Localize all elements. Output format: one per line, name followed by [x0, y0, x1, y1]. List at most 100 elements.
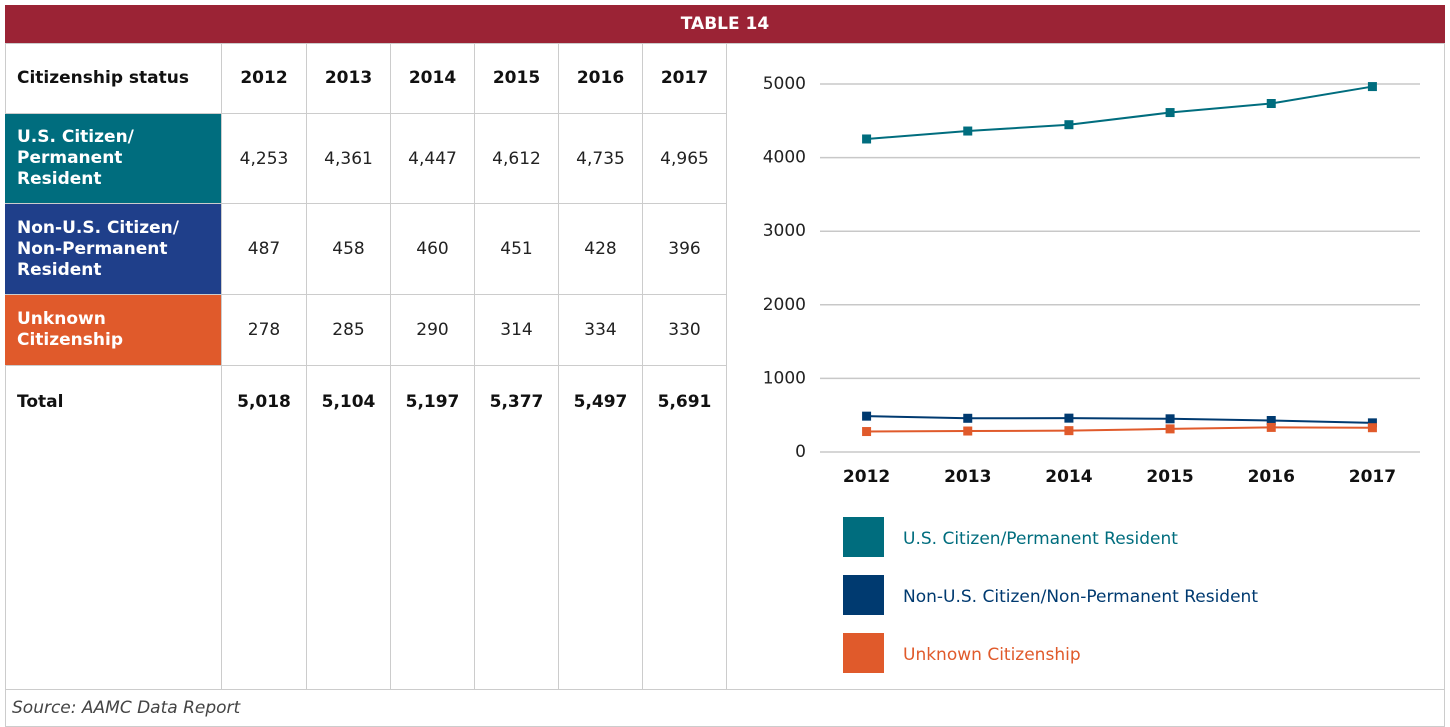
value-cell: 4,735	[559, 114, 643, 204]
cell-text: 2013	[324, 68, 373, 88]
header-cell: 2017	[643, 43, 727, 114]
cell-text: 5,197	[405, 392, 460, 412]
x-tick-label: 2017	[1349, 467, 1396, 487]
value-cell: 5,691	[643, 366, 727, 690]
row-label: U.S. Citizen/ Permanent Resident	[5, 114, 222, 204]
y-tick-label: 5000	[763, 74, 806, 94]
point-marker	[1266, 422, 1276, 432]
header-cell: 2013	[307, 43, 391, 114]
series-line	[866, 85, 1373, 140]
value-cell: 334	[559, 295, 643, 366]
legend-swatch	[843, 517, 884, 557]
cell-text: 4,447	[408, 148, 457, 169]
value-cell: 460	[391, 204, 475, 295]
cell-text: 396	[668, 239, 701, 259]
cell-text: 4,253	[239, 148, 289, 169]
cell-text: 487	[247, 239, 281, 259]
value-cell: 458	[307, 204, 391, 295]
cell-text: 278	[247, 320, 281, 340]
cell-text: 2016	[576, 68, 625, 88]
value-cell: 5,497	[559, 366, 643, 690]
point-marker	[1266, 415, 1276, 425]
header-cell: 2016	[559, 43, 643, 114]
y-tick-label: 1000	[763, 368, 806, 388]
value-cell: 278	[222, 295, 307, 366]
value-cell: 5,018	[222, 366, 307, 690]
header-cell: 2012	[222, 43, 307, 114]
cell-text: 2015	[492, 68, 541, 88]
legend-label: U.S. Citizen/Permanent Resident	[903, 529, 1178, 549]
cell-text: 5,497	[573, 392, 628, 412]
point-marker	[963, 126, 973, 136]
title-bar: TABLE 14	[5, 5, 1445, 43]
cell-text: 4,612	[492, 148, 541, 169]
legend-swatch	[843, 575, 884, 615]
cell-text: 4,361	[324, 148, 373, 169]
series-line	[866, 415, 1373, 424]
point-marker	[963, 426, 973, 436]
value-cell: 4,253	[222, 114, 307, 204]
value-cell: 4,361	[307, 114, 391, 204]
cell-text: 428	[584, 239, 617, 259]
value-cell: 487	[222, 204, 307, 295]
cell-text: 451	[500, 239, 533, 259]
x-tick-label: 2012	[843, 467, 890, 487]
point-marker	[1165, 424, 1175, 434]
y-tick-label: 2000	[763, 295, 806, 315]
y-tick-label: 0	[795, 442, 806, 462]
y-tick-label: 3000	[763, 221, 806, 241]
header-cell: 2015	[475, 43, 559, 114]
header-cell: 2014	[391, 43, 475, 114]
point-marker	[862, 411, 872, 421]
cell-text: 5,377	[489, 392, 544, 412]
value-cell: 285	[307, 295, 391, 366]
value-cell: 5,377	[475, 366, 559, 690]
value-cell: 4,447	[391, 114, 475, 204]
y-tick-label: 4000	[763, 148, 806, 168]
cell-text: 2017	[660, 68, 709, 88]
point-marker	[1367, 82, 1377, 92]
point-marker	[1367, 418, 1377, 428]
value-cell: 5,104	[307, 366, 391, 690]
cell-text: 5,104	[321, 392, 376, 412]
cell-text: U.S. Citizen/ Permanent Resident	[17, 127, 134, 189]
row-label: Total	[5, 366, 222, 690]
point-marker	[1064, 426, 1074, 436]
cell-text: 460	[416, 239, 449, 259]
value-cell: 5,197	[391, 366, 475, 690]
point-marker	[1165, 108, 1175, 118]
value-cell: 451	[475, 204, 559, 295]
cell-text: 2014	[408, 68, 457, 88]
point-marker	[1367, 423, 1377, 433]
x-tick-label: 2013	[944, 467, 991, 487]
cell-text: 285	[332, 320, 365, 340]
point-marker	[1064, 413, 1074, 423]
header-cell: Citizenship status	[5, 43, 222, 114]
value-cell: 4,612	[475, 114, 559, 204]
point-marker	[1165, 414, 1175, 424]
cell-text: Unknown Citizenship	[17, 309, 124, 350]
legend-swatch	[843, 633, 884, 673]
point-marker	[963, 413, 973, 423]
point-marker	[862, 134, 872, 144]
cell-text: 4,965	[660, 148, 709, 169]
x-tick-label: 2015	[1146, 467, 1193, 487]
cell-text: Citizenship status	[17, 68, 189, 88]
cell-text: 290	[416, 320, 449, 340]
value-cell: 290	[391, 295, 475, 366]
cell-text: 330	[668, 320, 701, 340]
cell-text: 334	[584, 320, 617, 340]
legend-label: Unknown Citizenship	[903, 645, 1081, 665]
row-label: Unknown Citizenship	[5, 295, 222, 366]
series-line	[866, 426, 1373, 433]
row-label: Non-U.S. Citizen/ Non-Permanent Resident	[5, 204, 222, 295]
x-tick-label: 2014	[1045, 467, 1092, 487]
point-marker	[1064, 120, 1074, 130]
point-marker	[1266, 99, 1276, 109]
cell-text: 5,691	[657, 392, 712, 412]
cell-text: 2012	[240, 68, 288, 88]
value-cell: 4,965	[643, 114, 727, 204]
legend-label: Non-U.S. Citizen/Non-Permanent Resident	[903, 587, 1258, 607]
